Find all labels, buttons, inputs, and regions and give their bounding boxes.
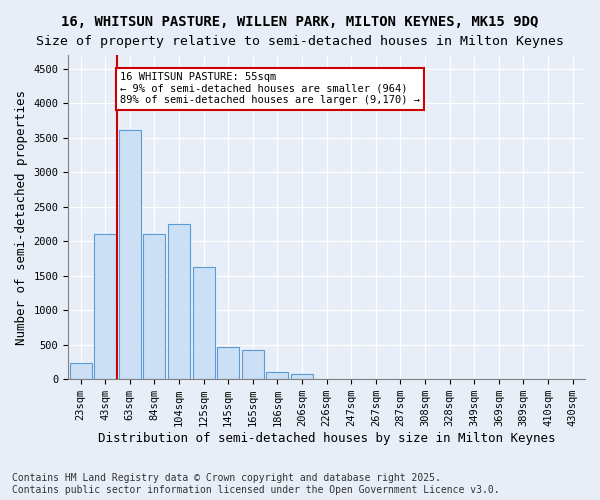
Text: Size of property relative to semi-detached houses in Milton Keynes: Size of property relative to semi-detach… — [36, 35, 564, 48]
Text: Contains HM Land Registry data © Crown copyright and database right 2025.
Contai: Contains HM Land Registry data © Crown c… — [12, 474, 500, 495]
Bar — [119, 130, 141, 379]
Text: 16 WHITSUN PASTURE: 55sqm
← 9% of semi-detached houses are smaller (964)
89% of : 16 WHITSUN PASTURE: 55sqm ← 9% of semi-d… — [120, 72, 420, 106]
Bar — [242, 350, 264, 379]
Bar — [193, 268, 215, 379]
Y-axis label: Number of semi-detached properties: Number of semi-detached properties — [15, 90, 28, 344]
Bar — [266, 372, 289, 379]
Bar — [70, 364, 92, 379]
Bar — [217, 348, 239, 379]
Bar — [143, 234, 166, 379]
Bar — [168, 224, 190, 379]
Bar — [291, 374, 313, 379]
Bar — [94, 234, 116, 379]
Text: 16, WHITSUN PASTURE, WILLEN PARK, MILTON KEYNES, MK15 9DQ: 16, WHITSUN PASTURE, WILLEN PARK, MILTON… — [61, 15, 539, 29]
X-axis label: Distribution of semi-detached houses by size in Milton Keynes: Distribution of semi-detached houses by … — [98, 432, 556, 445]
